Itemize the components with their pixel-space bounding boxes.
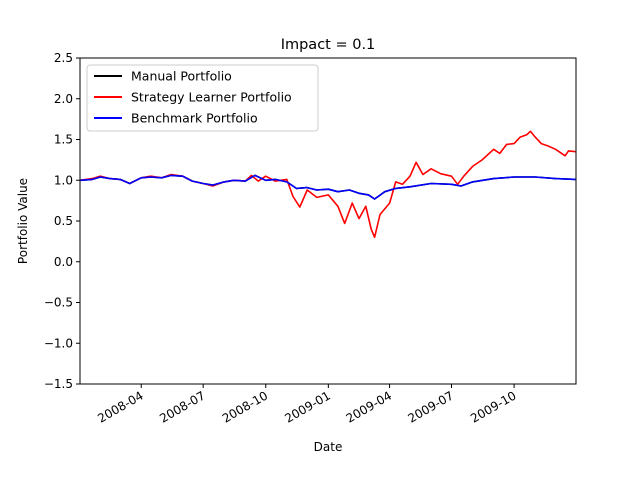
y-axis: −1.5 −1.0 −0.5 0.0 0.5 1.0 1.5 2.0 2.5 <box>44 51 80 391</box>
series-layer <box>79 130 577 239</box>
chart-title: Impact = 0.1 <box>281 37 376 53</box>
legend-box <box>86 64 319 132</box>
legend-label: Manual Portfolio <box>131 69 232 84</box>
legend-label: Benchmark Portfolio <box>131 111 258 126</box>
y-tick-label: 1.0 <box>54 173 73 187</box>
y-tick-label: −1.5 <box>44 377 73 391</box>
y-axis-label: Portfolio Value <box>16 178 30 264</box>
y-tick-label: 2.0 <box>54 92 73 106</box>
legend: Manual Portfolio Strategy Learner Portfol… <box>86 64 319 132</box>
series-line-3 <box>79 174 577 200</box>
y-tick-label: −0.5 <box>44 296 73 310</box>
x-axis-label: Date <box>314 440 343 454</box>
y-tick-label: −1.0 <box>44 336 73 350</box>
y-tick-label: 2.5 <box>54 51 73 65</box>
legend-label: Strategy Learner Portfolio <box>131 90 292 105</box>
y-tick-label: 1.5 <box>54 133 73 147</box>
y-tick-label: 0.5 <box>54 214 73 228</box>
y-tick-label: 0.0 <box>54 255 73 269</box>
